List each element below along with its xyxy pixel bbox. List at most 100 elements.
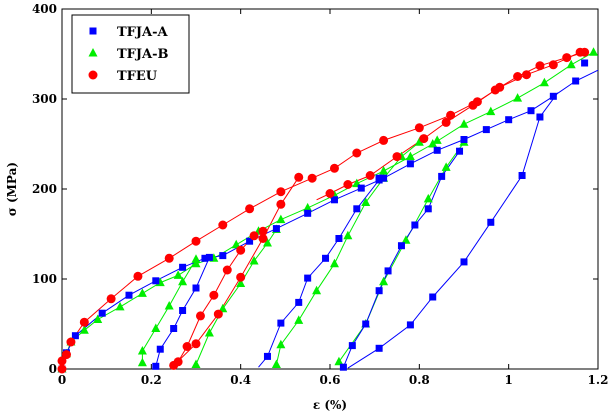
square-point	[362, 320, 370, 328]
triangle-point	[428, 139, 438, 148]
square-point	[518, 172, 526, 179]
square-point	[375, 344, 383, 352]
square-point	[384, 267, 392, 275]
series-line	[275, 141, 420, 365]
triangle-point	[513, 93, 523, 102]
triangle-point	[539, 77, 549, 87]
triangle-point	[191, 254, 201, 263]
circle-point	[182, 342, 192, 351]
square-point	[433, 146, 441, 154]
square-point	[460, 136, 468, 143]
square-point	[277, 319, 285, 327]
square-point	[424, 205, 432, 213]
circle-point	[276, 187, 286, 197]
square-point	[304, 274, 312, 282]
circle-point	[191, 236, 201, 246]
square-point	[397, 242, 405, 250]
circle-point	[222, 265, 232, 275]
circle-point	[414, 123, 424, 133]
square-point	[411, 221, 419, 229]
square-point	[487, 218, 495, 226]
circle-point	[213, 309, 223, 319]
circle-point	[209, 290, 219, 300]
legend-marker	[88, 48, 98, 57]
x-tick-label: 0	[58, 373, 66, 387]
y-tick-label: 0	[49, 362, 57, 376]
square-point	[179, 307, 187, 314]
triangle-point	[79, 325, 89, 334]
circle-point	[236, 245, 246, 255]
series-line	[338, 141, 465, 363]
square-point	[156, 345, 164, 353]
chart-axes	[61, 8, 599, 370]
legend-label: TFJA-A	[117, 25, 169, 40]
triangle-point	[303, 202, 313, 212]
square-point	[527, 107, 535, 115]
circle-point	[562, 53, 572, 63]
circle-point	[236, 272, 246, 282]
circle-point	[490, 85, 500, 95]
square-point	[581, 59, 589, 67]
series-markers	[57, 47, 599, 374]
circle-point	[352, 148, 362, 158]
square-point	[295, 298, 303, 306]
square-point	[304, 209, 312, 217]
square-point	[219, 252, 227, 260]
square-point	[353, 205, 361, 213]
x-tick-label: 0.8	[409, 373, 430, 387]
triangle-point	[178, 276, 188, 286]
circle-point	[343, 180, 353, 189]
legend-label: TFJA-B	[117, 47, 169, 62]
square-point	[460, 258, 468, 266]
circle-point	[164, 253, 174, 263]
tick-labels: 0 0.2 0.4 0.6 0.8 1 1.2 0 100 200 300 400	[32, 2, 609, 387]
square-point	[322, 254, 330, 262]
triangle-point	[589, 47, 599, 56]
triangle-point	[441, 162, 451, 171]
square-point	[375, 287, 383, 295]
triangle-point	[334, 356, 344, 366]
triangle-point	[236, 278, 246, 287]
y-axis-label: σ (MPa)	[5, 162, 19, 216]
legend-label: TFEU	[117, 69, 158, 84]
circle-point	[392, 152, 402, 162]
circle-point	[258, 226, 268, 236]
square-point	[375, 174, 383, 182]
square-point	[263, 352, 271, 360]
circle-point	[191, 339, 201, 349]
square-point	[152, 362, 160, 370]
circle-point	[57, 356, 67, 366]
series-line	[342, 150, 460, 368]
series-line	[316, 51, 585, 201]
square-point	[482, 126, 490, 134]
square-point	[357, 184, 365, 192]
circle-point	[522, 70, 532, 80]
circle-point	[169, 360, 179, 370]
square-point	[330, 196, 338, 204]
square-point	[339, 363, 347, 371]
square-point	[272, 225, 280, 233]
triangle-point	[137, 346, 147, 355]
triangle-point	[249, 256, 259, 265]
circle-point	[379, 135, 389, 145]
triangle-point	[137, 288, 147, 297]
triangle-point	[173, 270, 183, 279]
triangle-point	[93, 314, 103, 323]
circle-point	[195, 311, 205, 321]
square-point	[179, 263, 187, 271]
x-tick-label: 1	[504, 373, 512, 387]
triangle-point	[566, 59, 576, 69]
square-point	[71, 332, 79, 340]
triangle-point	[115, 301, 125, 311]
triangle-point	[423, 193, 433, 203]
circle-point	[276, 199, 286, 209]
square-point	[505, 116, 513, 124]
triangle-point	[379, 166, 389, 175]
triangle-point	[405, 151, 415, 161]
square-point	[406, 160, 414, 168]
triangle-point	[459, 119, 469, 128]
circle-point	[66, 337, 76, 347]
circle-point	[307, 173, 317, 183]
square-point	[335, 235, 343, 242]
square-point	[406, 321, 414, 329]
